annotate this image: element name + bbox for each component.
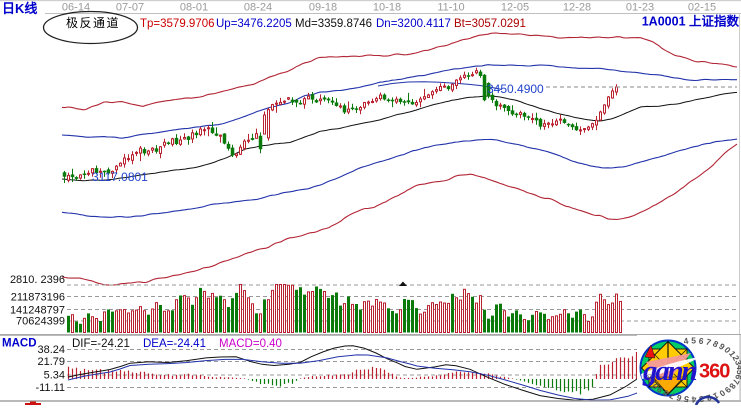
svg-text:©: © — [645, 373, 655, 381]
svg-text:-11.11: -11.11 — [35, 382, 65, 394]
svg-text:9: 9 — [722, 385, 733, 395]
svg-text:DEA=-24.41: DEA=-24.41 — [143, 338, 206, 350]
svg-text:日K线: 日K线 — [2, 1, 37, 16]
svg-text:0: 0 — [717, 388, 727, 399]
svg-text:Tp=3579.9706: Tp=3579.9706 — [140, 18, 215, 30]
svg-text:1: 1 — [711, 390, 720, 401]
svg-text:0: 0 — [722, 345, 733, 355]
svg-text:7: 7 — [667, 390, 676, 401]
svg-text:02-15: 02-15 — [688, 2, 716, 14]
svg-text:7: 7 — [705, 337, 713, 348]
svg-text:141248797: 141248797 — [10, 305, 65, 317]
svg-text:360: 360 — [699, 361, 730, 383]
svg-text:12-05: 12-05 — [501, 2, 529, 14]
svg-text:11-10: 11-10 — [437, 2, 464, 14]
svg-text:07-07: 07-07 — [116, 2, 144, 14]
svg-text:MACD: MACD — [2, 338, 37, 350]
svg-text:Up=3476.2205: Up=3476.2205 — [216, 18, 292, 30]
svg-text:Md=3359.8746: Md=3359.8746 — [295, 18, 372, 30]
svg-text:6: 6 — [698, 336, 705, 347]
svg-text:3450.4900: 3450.4900 — [487, 82, 544, 96]
svg-text:5: 5 — [735, 370, 741, 376]
svg-text:4: 4 — [691, 395, 696, 405]
svg-text:12-28: 12-28 — [563, 2, 591, 14]
svg-text:08-01: 08-01 — [180, 2, 208, 14]
svg-text:DIF=-24.21: DIF=-24.21 — [72, 338, 130, 350]
svg-text:gann: gann — [642, 355, 697, 387]
svg-text:5: 5 — [691, 336, 696, 346]
svg-text:2810. 2396: 2810. 2396 — [10, 274, 65, 286]
svg-text:Dn=3200.4117: Dn=3200.4117 — [376, 18, 451, 30]
svg-text:21.79: 21.79 — [37, 356, 65, 368]
svg-text:MACD=0.40: MACD=0.40 — [219, 338, 282, 350]
svg-text:38.24: 38.24 — [37, 344, 65, 356]
svg-text:8: 8 — [711, 338, 720, 349]
svg-text:9: 9 — [717, 341, 727, 352]
svg-text:08-24: 08-24 — [244, 2, 272, 14]
svg-text:3117.0801: 3117.0801 — [92, 170, 148, 184]
svg-text:0: 0 — [650, 381, 661, 391]
svg-text:7: 7 — [731, 378, 741, 387]
svg-text:1A0001 上证指数: 1A0001 上证指数 — [642, 14, 740, 29]
svg-text:10-18: 10-18 — [373, 2, 401, 14]
svg-text:8: 8 — [661, 388, 671, 399]
svg-text:70624399: 70624399 — [16, 316, 65, 328]
svg-text:09-18: 09-18 — [309, 2, 337, 14]
svg-text:6: 6 — [733, 374, 741, 381]
svg-text:4: 4 — [683, 336, 690, 347]
svg-text:5: 5 — [683, 394, 690, 405]
svg-text:3: 3 — [733, 359, 741, 366]
svg-text:4: 4 — [735, 365, 741, 371]
svg-text:Bt=3057.0291: Bt=3057.0291 — [454, 18, 526, 30]
svg-text:1: 1 — [727, 349, 738, 359]
svg-text:1: 1 — [646, 377, 657, 386]
svg-text:5.34: 5.34 — [44, 369, 65, 381]
svg-text:211873196: 211873196 — [11, 292, 65, 304]
svg-text:06-14: 06-14 — [62, 2, 90, 14]
svg-text:6: 6 — [675, 392, 683, 403]
svg-text:2: 2 — [730, 354, 741, 363]
svg-text:01-23: 01-23 — [626, 2, 654, 14]
svg-text:9: 9 — [655, 385, 666, 395]
svg-text:8: 8 — [727, 381, 738, 391]
svg-text:极反通道: 极反通道 — [66, 16, 120, 30]
